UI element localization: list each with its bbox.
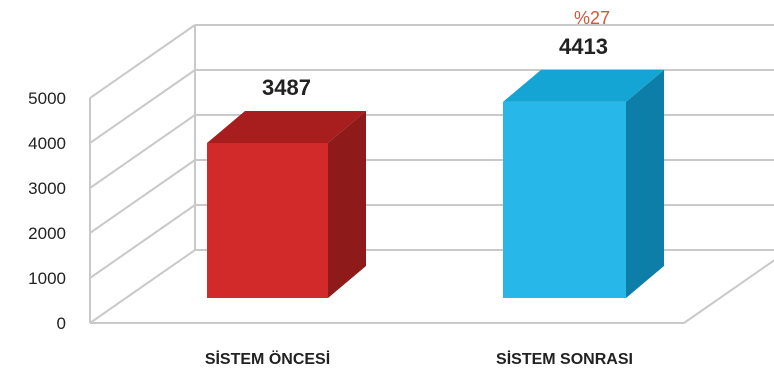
x-tick-label-1: SİSTEM ÖNCESİ [205, 349, 330, 368]
bar-side-2 [626, 69, 664, 298]
percent-change-annotation: %27 [574, 8, 610, 28]
x-tick-label-2: SİSTEM SONRASI [496, 350, 633, 368]
y-tick-label: 2000 [28, 224, 66, 243]
bars-layer [207, 69, 664, 298]
data-labels-layer: 3487 4413 %27 [262, 8, 610, 100]
y-tick-label: 4000 [28, 134, 66, 153]
y-tick-label: 1000 [28, 269, 66, 288]
bar-top-2 [503, 69, 664, 102]
grid-layer [89, 24, 774, 324]
bar-side-1 [328, 111, 366, 298]
grid-line-side [89, 114, 196, 189]
data-label-2: 4413 [559, 34, 608, 59]
grid-line-side [89, 204, 196, 279]
grid-line-side [89, 249, 196, 324]
bar-1 [207, 143, 328, 298]
y-tick-label: 0 [57, 314, 66, 333]
floor-edge [683, 259, 774, 324]
y-tick-label: 5000 [28, 89, 66, 108]
grid-line-side [89, 159, 196, 234]
x-axis-ticks: SİSTEM ÖNCESİ SİSTEM SONRASI [205, 349, 633, 368]
y-axis-ticks: 0 1000 2000 3000 4000 5000 [28, 89, 66, 333]
bar-top-1 [207, 111, 366, 143]
data-label-1: 3487 [262, 75, 311, 100]
bar-2 [503, 101, 626, 298]
grid-line-side [89, 24, 196, 99]
grid-line-side [89, 69, 196, 144]
y-tick-label: 3000 [28, 179, 66, 198]
